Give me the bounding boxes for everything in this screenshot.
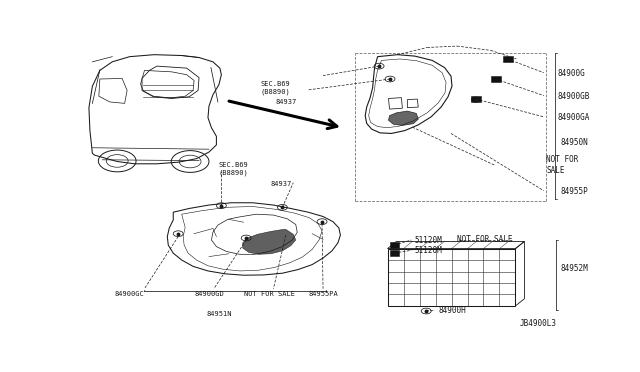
Bar <box>502 56 513 62</box>
Polygon shape <box>243 230 296 254</box>
Text: SEC.B69
(B8890): SEC.B69 (B8890) <box>260 81 290 95</box>
Text: 84900GB: 84900GB <box>557 92 589 101</box>
Text: 84952M: 84952M <box>560 264 588 273</box>
Text: NOT FOR SALE: NOT FOR SALE <box>457 235 513 244</box>
Text: 84900G: 84900G <box>557 69 585 78</box>
Text: 84955PA: 84955PA <box>308 291 338 297</box>
Text: 84900GC: 84900GC <box>115 291 145 297</box>
Bar <box>491 76 500 82</box>
Text: 84900GA: 84900GA <box>557 113 589 122</box>
Text: 51120M: 51120M <box>415 236 442 246</box>
Text: SEC.B69
(B8890): SEC.B69 (B8890) <box>219 163 248 176</box>
Text: 84900H: 84900H <box>438 306 466 315</box>
Polygon shape <box>388 111 419 125</box>
Text: NOT FOR SALE: NOT FOR SALE <box>244 291 294 297</box>
Text: 84937: 84937 <box>271 180 292 187</box>
Text: 84955P: 84955P <box>560 187 588 196</box>
Text: 51120M: 51120M <box>415 246 442 255</box>
Bar <box>390 250 399 256</box>
Text: NOT FOR
SALE: NOT FOR SALE <box>547 155 579 174</box>
Text: 84951N: 84951N <box>207 311 232 317</box>
Bar <box>471 96 481 102</box>
Text: JB4900L3: JB4900L3 <box>519 320 556 328</box>
Bar <box>388 248 515 306</box>
Bar <box>390 243 399 248</box>
Text: 84900GD: 84900GD <box>194 291 224 297</box>
Text: 84950N: 84950N <box>560 138 588 147</box>
Text: 84937: 84937 <box>276 99 297 105</box>
